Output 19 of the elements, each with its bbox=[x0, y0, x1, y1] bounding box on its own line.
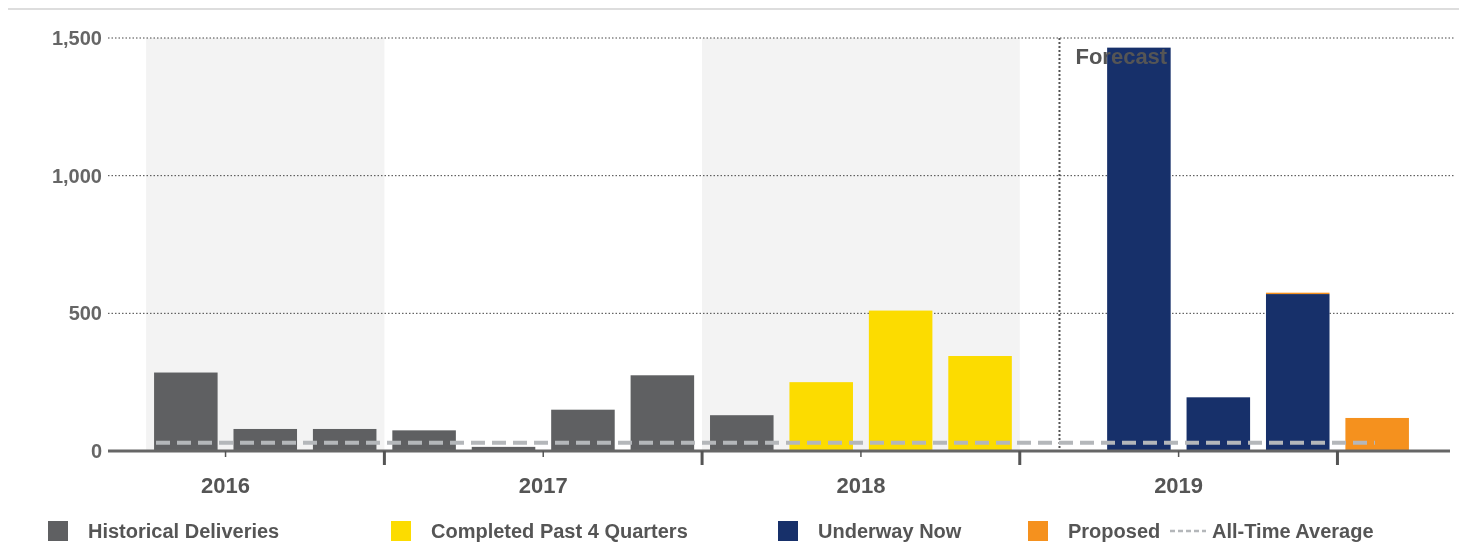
legend-label: Completed Past 4 Quarters bbox=[431, 520, 688, 542]
y-tick-label: 1,500 bbox=[51, 27, 102, 49]
bar bbox=[948, 356, 1012, 451]
legend-label: Proposed bbox=[1068, 520, 1161, 542]
legend-label: Underway Now bbox=[818, 520, 962, 542]
legend-label: Historical Deliveries bbox=[88, 520, 280, 542]
bar bbox=[1186, 397, 1251, 451]
x-tick-label: 2019 bbox=[1154, 473, 1204, 498]
y-tick-label: 0 bbox=[90, 440, 102, 462]
legend-label: All-Time Average bbox=[1212, 520, 1374, 542]
bar bbox=[868, 310, 933, 451]
y-tick-label: 500 bbox=[68, 302, 102, 325]
bar bbox=[789, 382, 853, 451]
x-tick-label: 2017 bbox=[518, 473, 568, 498]
bar bbox=[1265, 294, 1330, 451]
x-tick-label: 2016 bbox=[201, 473, 251, 498]
bar bbox=[1345, 417, 1409, 451]
y-tick-label: 1,000 bbox=[51, 164, 102, 187]
x-tick-label: 2018 bbox=[836, 473, 886, 498]
